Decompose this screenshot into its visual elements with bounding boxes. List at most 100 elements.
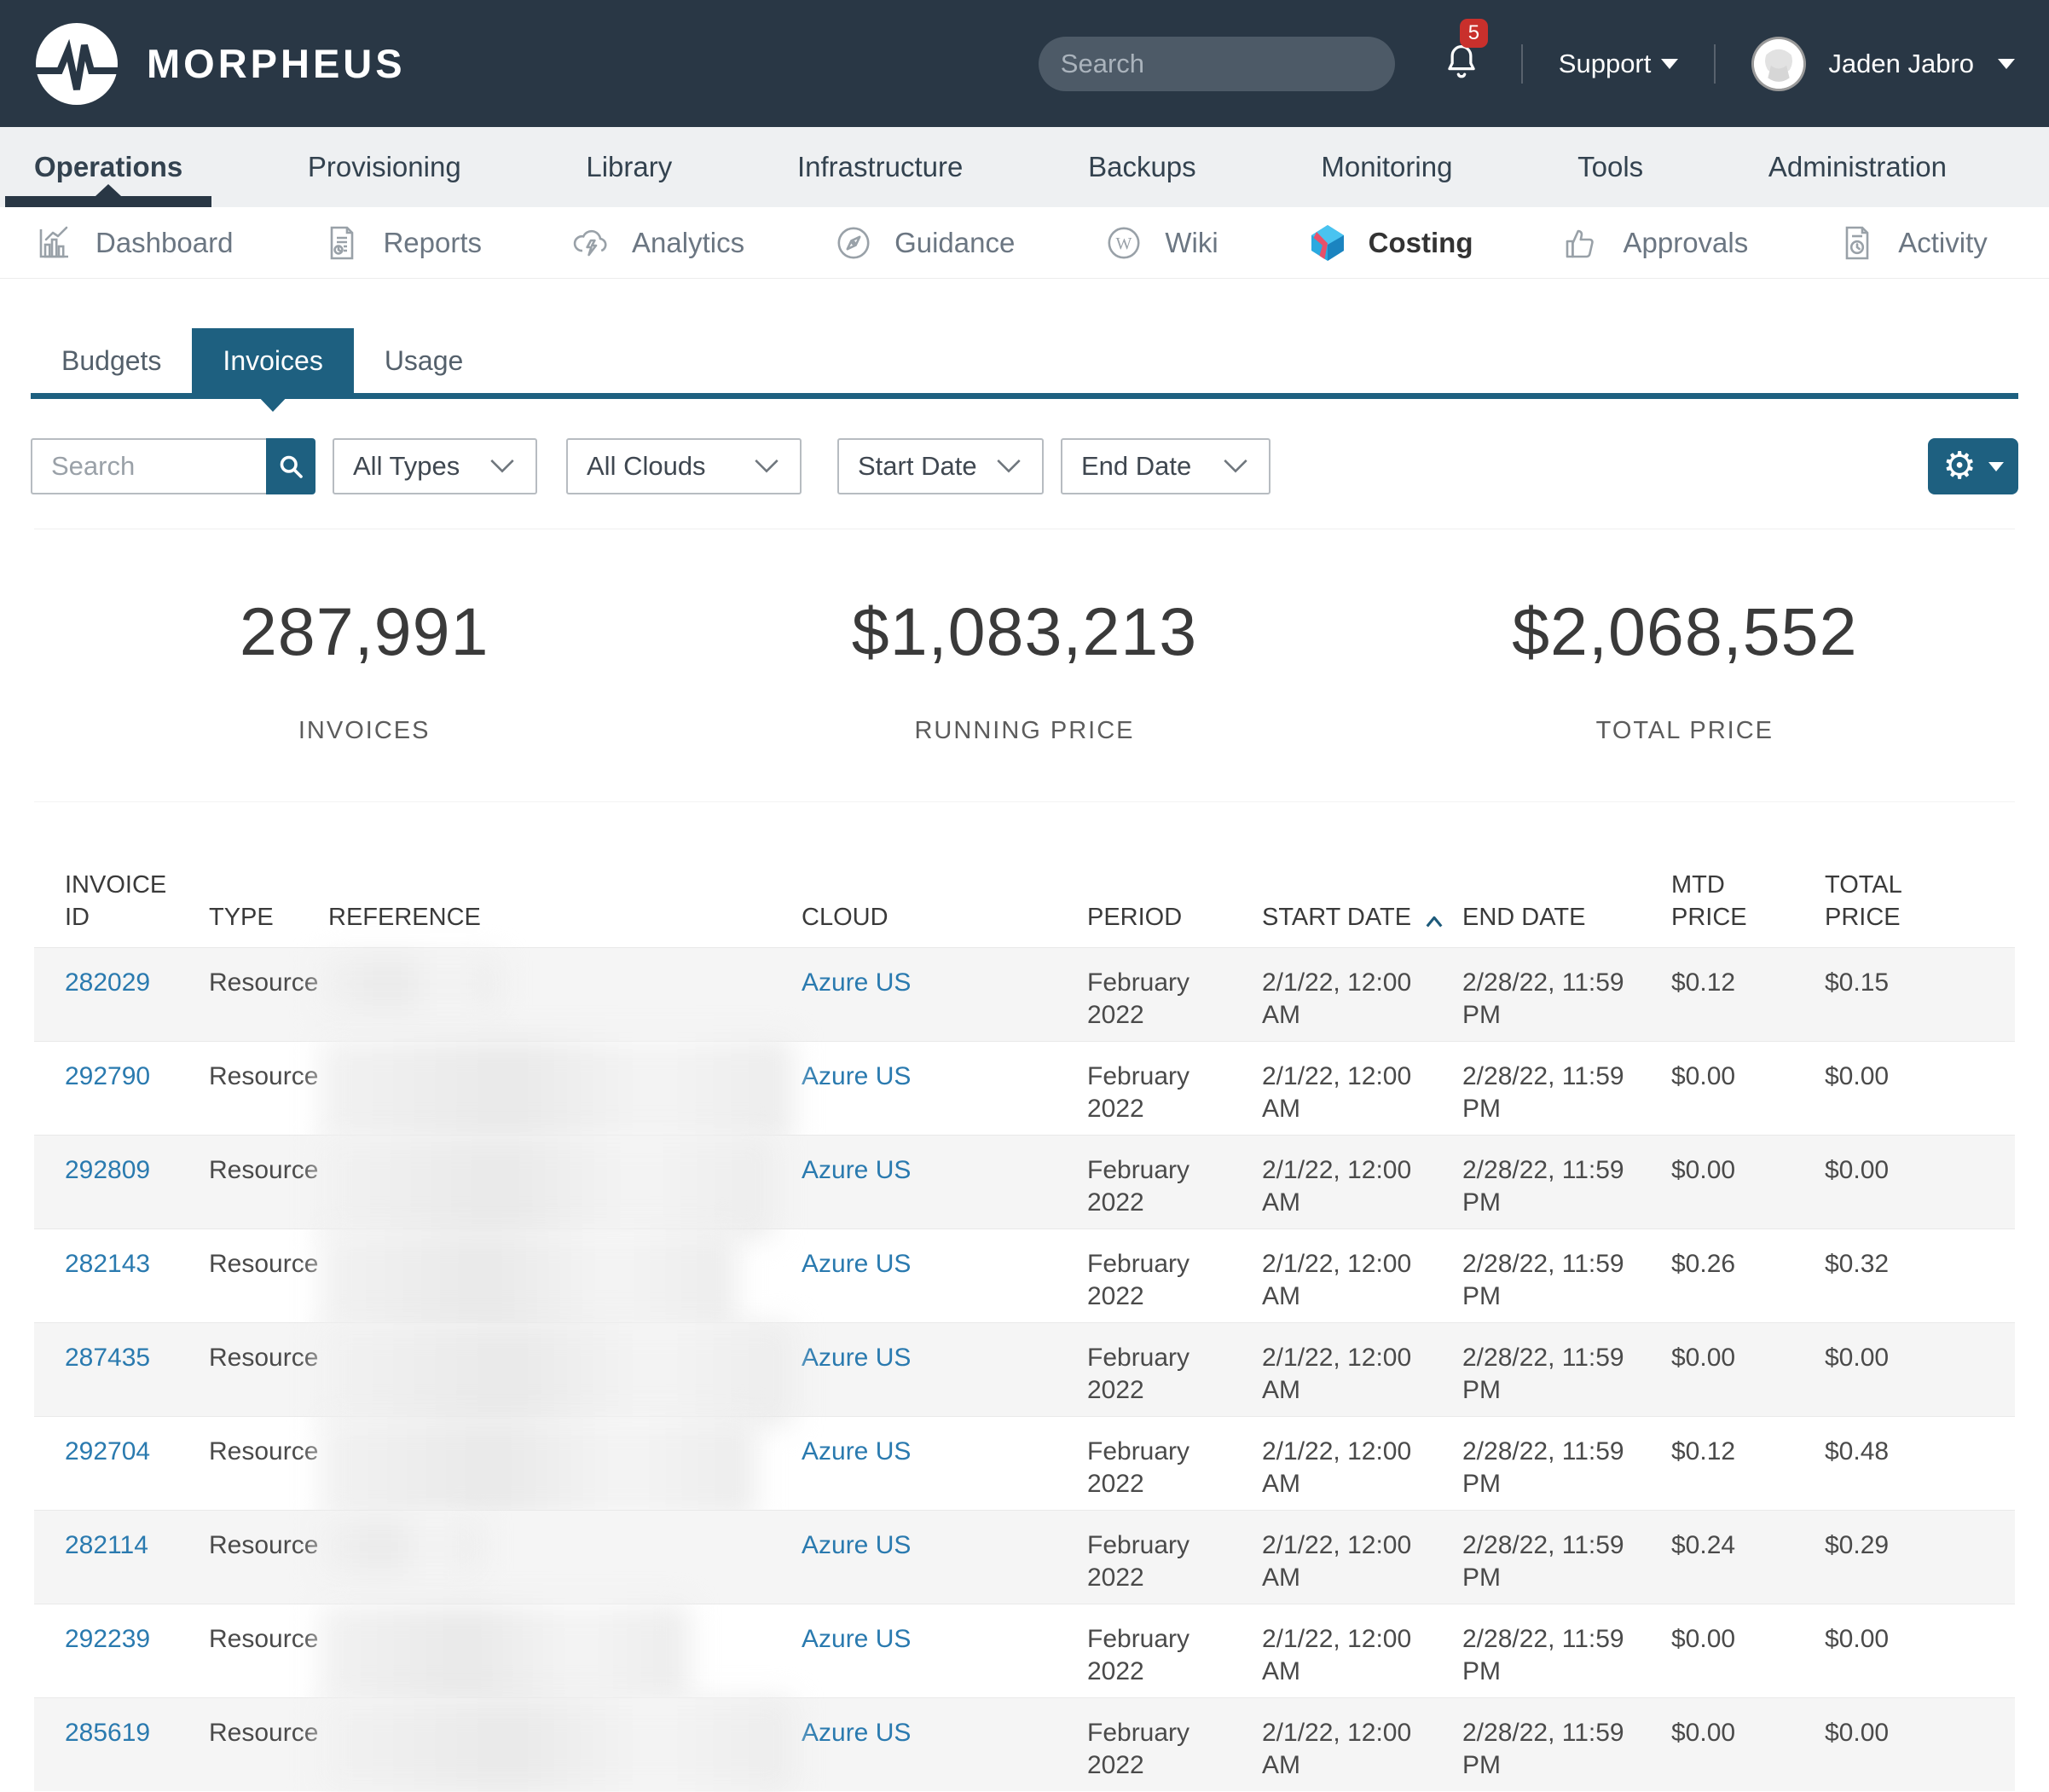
tab-invoices[interactable]: Invoices [192, 328, 353, 393]
cloud-link[interactable]: Azure US [802, 968, 911, 997]
col-header-start-date[interactable]: START DATE [1262, 869, 1462, 947]
col-header-period[interactable]: PERIOD [1087, 869, 1262, 947]
col-header-type[interactable]: TYPE [209, 869, 328, 947]
subnav-guidance[interactable]: Guidance [833, 223, 1015, 263]
invoice-type-cell: Resource [209, 1229, 328, 1322]
reference-cell [328, 1511, 802, 1604]
subnav-reports[interactable]: Reports [321, 223, 482, 263]
reference-cell [328, 1698, 802, 1791]
invoice-id-link[interactable]: 292790 [65, 1062, 150, 1090]
cloud-link[interactable]: Azure US [802, 1531, 911, 1559]
nav-operations[interactable]: Operations [34, 127, 182, 207]
period-cell: February2022 [1087, 1698, 1262, 1791]
cloud-link[interactable]: Azure US [802, 1062, 911, 1090]
col-header-cloud[interactable]: CLOUD [802, 869, 1087, 947]
total-price-cell: $0.15 [1825, 948, 2015, 1041]
user-menu[interactable]: Jaden Jabro [1751, 37, 2015, 91]
tab-usage[interactable]: Usage [354, 328, 495, 393]
table-search-input[interactable] [31, 438, 266, 494]
global-search[interactable] [1039, 37, 1395, 91]
nav-backups[interactable]: Backups [1088, 127, 1196, 207]
subnav-approvals[interactable]: Approvals [1561, 223, 1748, 263]
cloud-link[interactable]: Azure US [802, 1437, 911, 1465]
nav-provisioning[interactable]: Provisioning [308, 127, 461, 207]
divider [1521, 44, 1523, 84]
col-header-invoice-id[interactable]: INVOICE ID [34, 869, 209, 947]
reference-cell [328, 948, 802, 1041]
mtd-price-cell: $0.24 [1671, 1511, 1825, 1604]
tab-budgets[interactable]: Budgets [31, 328, 192, 393]
nav-administration[interactable]: Administration [1768, 127, 1947, 207]
start-date-cell: 2/1/22, 12:00AM [1262, 948, 1462, 1041]
cloud-link[interactable]: Azure US [802, 1156, 911, 1184]
table-row[interactable]: 282143 Resource Azure US February2022 2/… [34, 1228, 2015, 1322]
svg-text:W: W [1116, 234, 1132, 253]
cloud-link[interactable]: Azure US [802, 1250, 911, 1278]
stat-label: RUNNING PRICE [694, 717, 1354, 745]
table-row[interactable]: 282029 Resource Azure US February2022 2/… [34, 947, 2015, 1041]
table-row[interactable]: 292790 Resource Azure US February2022 2/… [34, 1041, 2015, 1135]
start-date-cell: 2/1/22, 12:00AM [1262, 1136, 1462, 1228]
chevron-down-icon [1998, 59, 2015, 69]
invoice-type-cell: Resource [209, 1511, 328, 1604]
period-cell: February2022 [1087, 1604, 1262, 1697]
nav-tools[interactable]: Tools [1577, 127, 1643, 207]
col-header-total-price[interactable]: TOTAL PRICE [1825, 869, 2015, 947]
table-row[interactable]: 285619 Resource Azure US February2022 2/… [34, 1697, 2015, 1791]
cloud-link[interactable]: Azure US [802, 1625, 911, 1653]
morpheus-logo-icon [34, 21, 119, 107]
period-cell: February2022 [1087, 948, 1262, 1041]
invoice-id-link[interactable]: 282114 [65, 1531, 148, 1559]
summary-stats: 287,991 INVOICES $1,083,213 RUNNING PRIC… [34, 529, 2015, 802]
wiki-icon: W [1103, 223, 1144, 263]
table-row[interactable]: 292809 Resource Azure US February2022 2/… [34, 1135, 2015, 1228]
start-date-cell: 2/1/22, 12:00AM [1262, 1698, 1462, 1791]
nav-infrastructure[interactable]: Infrastructure [797, 127, 963, 207]
support-menu[interactable]: Support [1559, 49, 1679, 79]
invoice-id-link[interactable]: 292239 [65, 1625, 150, 1653]
invoice-type-cell: Resource [209, 1323, 328, 1416]
subnav-dashboard[interactable]: Dashboard [34, 223, 233, 263]
invoice-id-link[interactable]: 285619 [65, 1719, 150, 1747]
start-date-select[interactable]: Start Date [837, 438, 1044, 494]
notifications-button[interactable]: 5 [1439, 38, 1484, 90]
cloud-link[interactable]: Azure US [802, 1344, 911, 1372]
table-row[interactable]: 292704 Resource Azure US February2022 2/… [34, 1416, 2015, 1510]
invoice-id-link[interactable]: 292809 [65, 1156, 150, 1184]
redacted-reference [320, 1323, 793, 1425]
invoice-id-link[interactable]: 287435 [65, 1344, 150, 1372]
settings-button[interactable] [1928, 438, 2018, 494]
type-filter-select[interactable]: All Types [333, 438, 537, 494]
cloud-link[interactable]: Azure US [802, 1719, 911, 1747]
nav-monitoring[interactable]: Monitoring [1321, 127, 1452, 207]
subnav-costing[interactable]: Costing [1307, 223, 1473, 263]
stat-invoices: 287,991 INVOICES [34, 593, 694, 745]
period-cell: February2022 [1087, 1136, 1262, 1228]
table-row[interactable]: 292239 Resource Azure US February2022 2/… [34, 1604, 2015, 1697]
reference-cell [328, 1323, 802, 1416]
start-date-cell: 2/1/22, 12:00AM [1262, 1604, 1462, 1697]
divider [1714, 44, 1716, 84]
col-header-mtd-price[interactable]: MTD PRICE [1671, 869, 1825, 947]
subnav-wiki[interactable]: W Wiki [1103, 223, 1218, 263]
subnav-analytics[interactable]: Analytics [570, 223, 744, 263]
mtd-price-cell: $0.26 [1671, 1229, 1825, 1322]
table-row[interactable]: 287435 Resource Azure US February2022 2/… [34, 1322, 2015, 1416]
end-date-select[interactable]: End Date [1061, 438, 1270, 494]
nav-library[interactable]: Library [586, 127, 672, 207]
end-date-cell: 2/28/22, 11:59PM [1462, 1511, 1671, 1604]
top-navbar: MORPHEUS 5 Support [0, 0, 2049, 127]
global-search-input[interactable] [1061, 49, 1401, 79]
costing-tabs: Budgets Invoices Usage [0, 328, 2049, 399]
invoice-type-cell: Resource [209, 1604, 328, 1697]
col-header-end-date[interactable]: END DATE [1462, 869, 1671, 947]
table-search-button[interactable] [266, 438, 315, 494]
invoice-id-link[interactable]: 282029 [65, 968, 150, 997]
cloud-filter-select[interactable]: All Clouds [566, 438, 802, 494]
invoice-id-link[interactable]: 292704 [65, 1437, 150, 1465]
table-row[interactable]: 282114 Resource Azure US February2022 2/… [34, 1510, 2015, 1604]
col-header-reference[interactable]: REFERENCE [328, 869, 802, 947]
redacted-reference [320, 1604, 689, 1708]
invoice-id-link[interactable]: 282143 [65, 1250, 150, 1278]
subnav-activity[interactable]: Activity [1837, 223, 1988, 263]
